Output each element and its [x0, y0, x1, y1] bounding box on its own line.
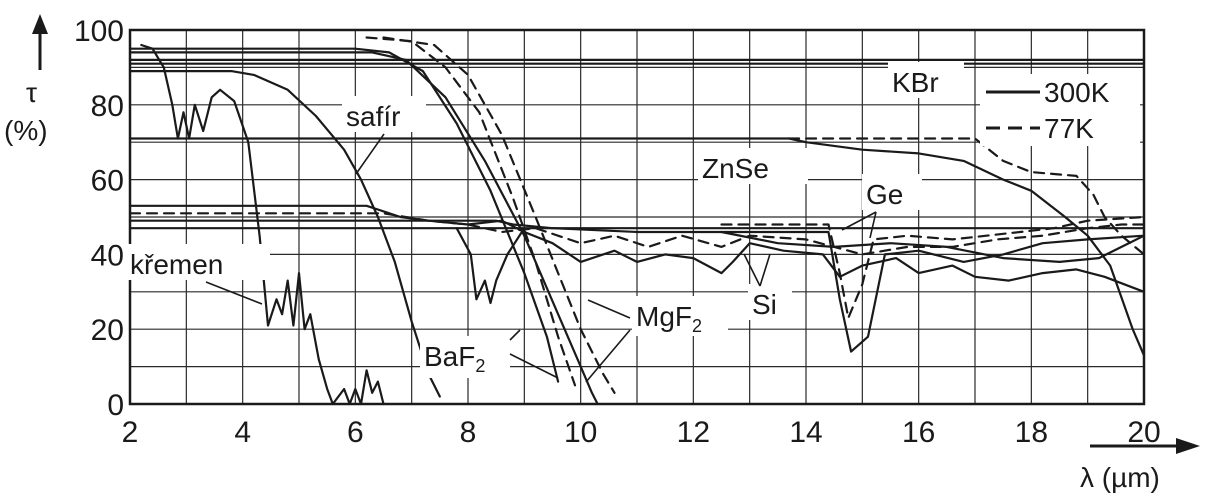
series-line-mgf2-dashed: [382, 36, 616, 394]
label-znse: ZnSe: [702, 153, 769, 184]
y-tick-label: 100: [74, 15, 124, 48]
x-tick-label: 8: [460, 416, 477, 449]
y-axis-unit: (%): [4, 115, 48, 146]
series-line-si-solid: [455, 227, 526, 305]
x-tick-label: 14: [789, 416, 822, 449]
x-tick-label: 12: [677, 416, 710, 449]
legend-label-77k: 77K: [1044, 113, 1094, 144]
label-mgf2-sub: 2: [692, 316, 702, 336]
leader-lines: [205, 133, 877, 383]
plot-border: [128, 28, 1146, 406]
label-si: Si: [752, 289, 777, 320]
series-line-k-emen-solid: [140, 43, 385, 406]
y-axis-arrow: [32, 14, 48, 70]
y-axis-symbol: τ: [26, 77, 37, 108]
series-lines: [128, 36, 1146, 406]
label-kremen: křemen: [130, 249, 223, 280]
series-line-mgf2-solid: [128, 51, 599, 406]
legend: 300K 77K: [980, 74, 1140, 146]
x-axis-label: λ (µm): [1080, 462, 1160, 493]
x-tick-label: 16: [902, 416, 935, 449]
y-tick-label: 60: [91, 165, 124, 198]
series-line-si-solid: [128, 204, 1146, 293]
label-ge: Ge: [866, 179, 903, 210]
series-line-baf2-dashed: [365, 36, 577, 387]
x-tick-label: 4: [234, 416, 251, 449]
series-line-si-solid: [128, 219, 1146, 263]
x-tick-label: 18: [1015, 416, 1048, 449]
y-tick-label: 20: [91, 314, 124, 347]
series-line-baf2-solid: [128, 47, 560, 383]
legend-box: [980, 74, 1140, 146]
label-baf2-sub: 2: [475, 356, 485, 376]
y-tick-label: 0: [107, 389, 124, 422]
label-baf2: BaF2: [424, 341, 485, 376]
legend-label-300k: 300K: [1044, 77, 1110, 108]
series-line-ge-solid: [720, 230, 1146, 353]
x-tick-label: 20: [1127, 416, 1160, 449]
y-tick-label: 40: [91, 239, 124, 272]
label-mgf2-main: MgF: [636, 301, 692, 332]
plot-frame: [128, 28, 1146, 406]
x-tick-label: 10: [564, 416, 597, 449]
series-line-znse-solid: [128, 137, 1146, 357]
x-tick-label: 2: [122, 416, 139, 449]
series-line-saf-r-solid: [128, 70, 441, 398]
label-safir: safír: [346, 101, 400, 132]
label-mgf2: MgF2: [636, 301, 702, 336]
tick-labels: 2 4 6 8 10 12 14 16 18 20 0 20 40 60 80 100: [74, 15, 1161, 449]
label-kbr: KBr: [892, 67, 939, 98]
label-baf2-main: BaF: [424, 341, 475, 372]
x-axis-arrow: [1090, 438, 1200, 454]
x-tick-label: 6: [347, 416, 364, 449]
series-line-si-dashed: [128, 212, 1146, 256]
y-tick-label: 80: [91, 90, 124, 123]
